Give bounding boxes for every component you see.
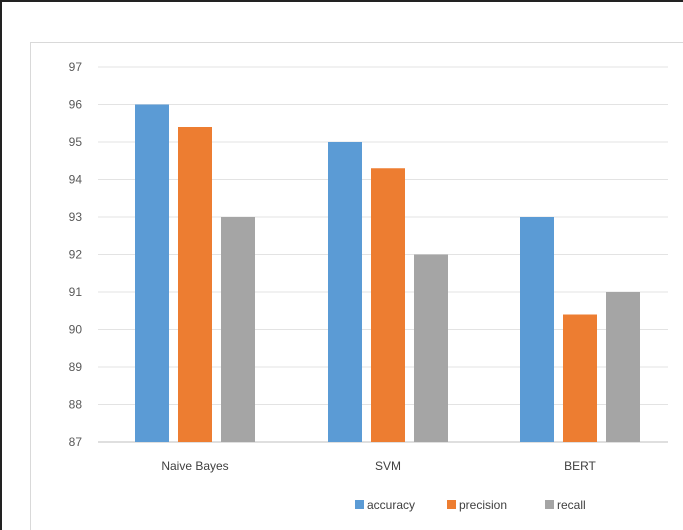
bar-recall-svm — [414, 254, 448, 442]
y-tick-label: 96 — [69, 98, 83, 112]
x-category-label: Naive Bayes — [161, 459, 228, 473]
chart-area-border — [30, 42, 683, 530]
x-axis-labels: Naive Bayes SVM BERT — [161, 459, 596, 473]
y-tick-label: 91 — [69, 285, 83, 299]
legend-label-recall: recall — [557, 498, 586, 512]
legend-label-accuracy: accuracy — [367, 498, 415, 512]
y-axis-ticks: 87 88 89 90 91 92 93 94 95 96 97 — [69, 60, 83, 449]
legend-swatch-recall — [545, 500, 554, 509]
y-tick-label: 90 — [69, 323, 83, 337]
y-tick-label: 93 — [69, 210, 83, 224]
bar-recall-bert — [606, 292, 640, 442]
bar-accuracy-naive-bayes — [135, 104, 169, 442]
y-tick-label: 92 — [69, 248, 83, 262]
bar-precision-naive-bayes — [178, 127, 212, 442]
y-tick-label: 97 — [69, 60, 83, 74]
legend-label-precision: precision — [459, 498, 507, 512]
y-tick-label: 87 — [69, 435, 83, 449]
bars — [135, 104, 640, 442]
legend: accuracy precision recall — [355, 498, 586, 512]
bar-accuracy-bert — [520, 217, 554, 442]
y-tick-label: 95 — [69, 135, 83, 149]
legend-swatch-accuracy — [355, 500, 364, 509]
y-tick-label: 94 — [69, 173, 83, 187]
x-category-label: BERT — [564, 459, 596, 473]
bar-accuracy-svm — [328, 142, 362, 442]
legend-swatch-precision — [447, 500, 456, 509]
x-category-label: SVM — [375, 459, 401, 473]
bar-precision-bert — [563, 314, 597, 442]
bar-recall-naive-bayes — [221, 217, 255, 442]
bar-precision-svm — [371, 168, 405, 442]
y-tick-label: 89 — [69, 360, 83, 374]
y-tick-label: 88 — [69, 398, 83, 412]
